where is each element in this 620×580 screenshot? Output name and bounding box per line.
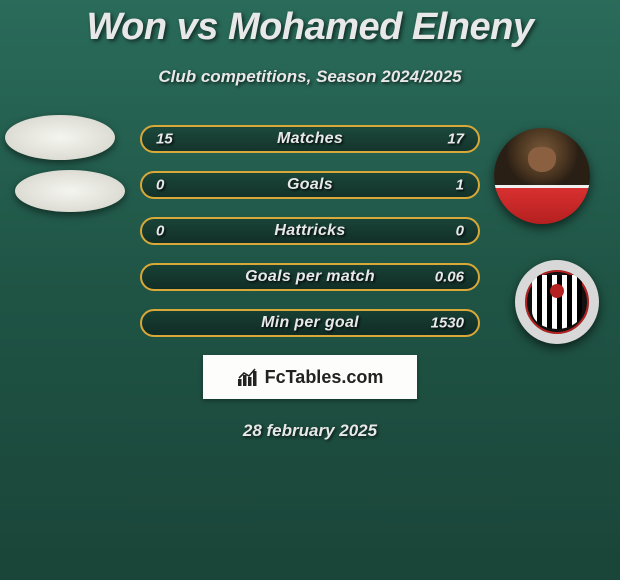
stat-label: Goals per match bbox=[245, 268, 375, 286]
stat-left-value: 0 bbox=[156, 223, 164, 240]
stat-row-hattricks: 0 Hattricks 0 bbox=[140, 217, 480, 245]
avatar-left-player-shape-2 bbox=[15, 170, 125, 212]
stat-right-value: 1 bbox=[456, 177, 464, 194]
stat-left-value: 15 bbox=[156, 131, 173, 148]
stat-right-value: 17 bbox=[447, 131, 464, 148]
avatar-left-player-shape-1 bbox=[5, 115, 115, 160]
brand-text: FcTables.com bbox=[265, 367, 384, 388]
stat-label: Goals bbox=[287, 176, 333, 194]
stat-right-value: 1530 bbox=[431, 315, 464, 332]
stat-right-value: 0 bbox=[456, 223, 464, 240]
stat-label: Matches bbox=[277, 130, 343, 148]
stat-right-value: 0.06 bbox=[435, 269, 464, 286]
stat-row-min-per-goal: Min per goal 1530 bbox=[140, 309, 480, 337]
page-subtitle: Club competitions, Season 2024/2025 bbox=[0, 67, 620, 87]
avatar-right-player bbox=[494, 128, 590, 224]
footer-date: 28 february 2025 bbox=[0, 421, 620, 441]
stat-row-matches: 15 Matches 17 bbox=[140, 125, 480, 153]
page-title: Won vs Mohamed Elneny bbox=[0, 0, 620, 49]
bar-chart-icon bbox=[237, 367, 259, 387]
stat-row-goals: 0 Goals 1 bbox=[140, 171, 480, 199]
stat-left-value: 0 bbox=[156, 177, 164, 194]
brand-badge: FcTables.com bbox=[203, 355, 417, 399]
club-badge-right bbox=[515, 260, 599, 344]
stat-label: Hattricks bbox=[274, 222, 345, 240]
stat-label: Min per goal bbox=[261, 314, 359, 332]
stat-row-goals-per-match: Goals per match 0.06 bbox=[140, 263, 480, 291]
